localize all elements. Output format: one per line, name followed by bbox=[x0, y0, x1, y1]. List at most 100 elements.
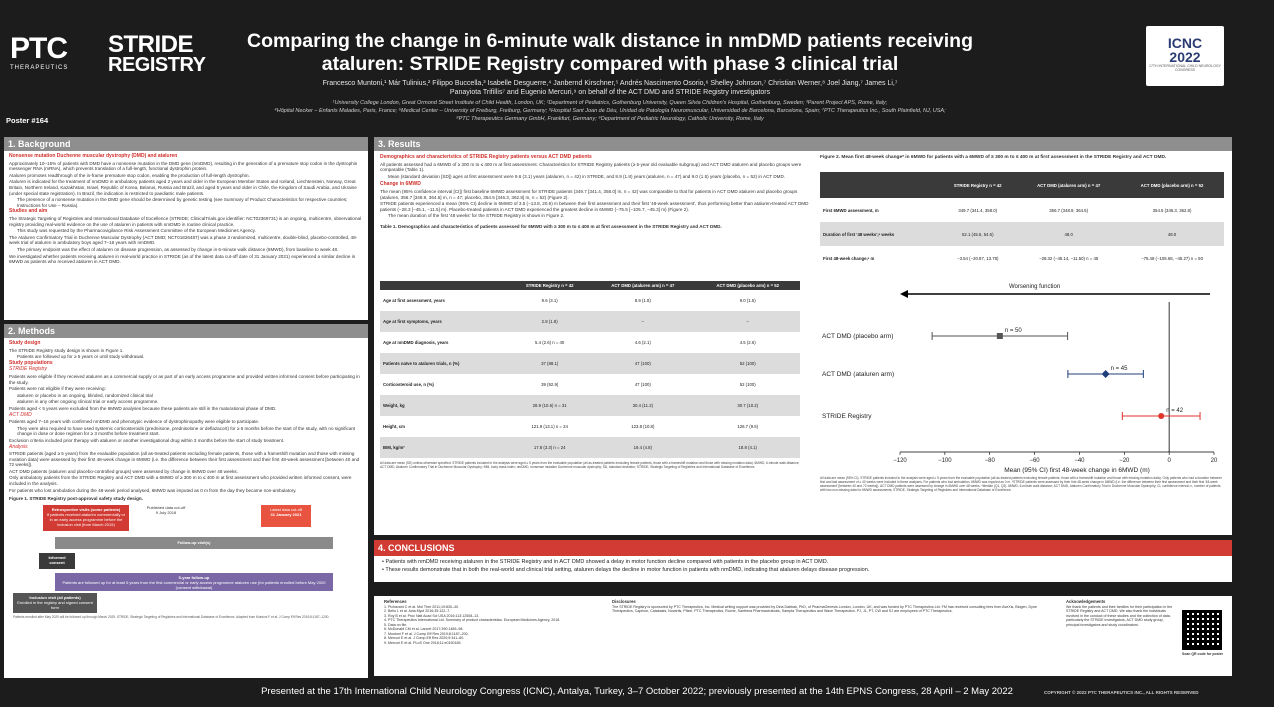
table1-cell: 47 (100) bbox=[590, 353, 696, 374]
copyright: COPYRIGHT © 2022 PTC THERAPEUTICS INC., … bbox=[1044, 690, 1199, 695]
table1-body: Age at first assessment, years 9.6 (3.1) 8… bbox=[380, 290, 800, 458]
results-text: Demographics and characteristics of STRI… bbox=[380, 154, 810, 231]
table2-cell: −3.54 (−20.87, 13.78) bbox=[957, 255, 999, 261]
background-sub1: Nonsense mutation Duchenne muscular dyst… bbox=[9, 153, 178, 159]
table1-row: Patients naïve to ataluren trials, n (%)… bbox=[380, 353, 800, 374]
series-label: ACT DMD (placebo arm) bbox=[822, 333, 893, 340]
table1-row: Height, cm 121.9 (13.1) n = 24 123.8 (10.8… bbox=[380, 416, 800, 437]
fig1-followup-label: Follow-up visit(s) bbox=[177, 539, 211, 545]
fig1-5year-bar: 5-year follow-up Patients are followed u… bbox=[55, 572, 333, 591]
methods-sub2d: Analysis bbox=[9, 443, 28, 450]
results-body: Demographics and characteristics of STRI… bbox=[374, 151, 1232, 535]
stride-logo: STRIDE REGISTRY bbox=[108, 33, 206, 76]
ptc-logo-word: PTC bbox=[10, 32, 68, 65]
table1-row: Age at nmDMD diagnosis, years 5.4 (2.6) n… bbox=[380, 332, 800, 353]
fig1-latest-label: Latest data cut-off bbox=[270, 506, 302, 512]
methods-m3: Patients were not eligible if they were … bbox=[9, 386, 106, 392]
table2-row: First 6MWD assessment, m 349.7 (341.4, 35… bbox=[820, 198, 1224, 222]
table1-cell: Age at first symptoms, years bbox=[380, 311, 510, 332]
table2-header-cell: ACT DMD (ataluren arm) n = 47 bbox=[1017, 172, 1121, 198]
background-body: Nonsense mutation Duchenne muscular dyst… bbox=[4, 151, 368, 320]
table2-cell: −28.32 (−45.14, −11.50) n = 45 bbox=[1039, 255, 1099, 261]
conclusion-1: • Patients with nmDMD receiving ataluren… bbox=[382, 559, 829, 565]
table2-header-cell bbox=[820, 172, 939, 198]
ack-col: Acknowledgements We thank the patients a… bbox=[1066, 599, 1174, 627]
table1-cell: 4.6 (2.1) bbox=[634, 340, 651, 345]
table2-row: First 48-week change,ᵃ m −3.54 (−20.87, 1… bbox=[820, 246, 1224, 270]
methods-m7: STRIDE patients (aged ≥ 5 years) from th… bbox=[9, 451, 360, 468]
table1-cell: 39 (92.9) bbox=[541, 382, 559, 387]
table1-note: All data are mean (SD) unless otherwise … bbox=[380, 461, 800, 469]
affil-line2: ⁴Hôpital Necker – Enfants Malades, Paris… bbox=[274, 108, 946, 114]
forest-plot: Worsening function −120 −100 −80 −60 −40 −20 0 2… bbox=[822, 284, 1218, 474]
figure-2: Figure 2. Mean first 48-week change* in … bbox=[820, 155, 1224, 492]
background-sub2: Studies and aim bbox=[9, 208, 48, 215]
background-b3: Ataluren is indicated for the treatment … bbox=[9, 179, 357, 196]
fig2-notes: All data are mean (95% CI). STRIDE patie… bbox=[820, 476, 1223, 492]
mean-marker bbox=[1158, 413, 1165, 419]
footer-text: Presented at the 17th International Chil… bbox=[261, 686, 1013, 697]
methods-m1a: Patients are followed up for ≥ 5 years o… bbox=[17, 354, 145, 360]
background-b2: Ataluren promotes readthrough of the in-… bbox=[9, 172, 250, 178]
methods-m4: Patients aged < 5 years were excluded fr… bbox=[9, 405, 277, 411]
fig1-retro-title: Retrospective visits (some patients) bbox=[51, 506, 121, 512]
qr-block[interactable]: Scan QR code for poster bbox=[1182, 610, 1226, 657]
background-b1: Approximately 10–15% of patients with DM… bbox=[9, 160, 358, 172]
methods-m1: The STRIDE Registry study design is show… bbox=[9, 347, 124, 353]
background-section: 1. Background Nonsense mutation Duchenne… bbox=[4, 137, 368, 320]
table2-cell: 52.1 (45.5, 54.6) bbox=[938, 222, 1018, 246]
table1-cell: 19.4 (4.8) bbox=[590, 437, 696, 458]
x-tick-label: 20 bbox=[1211, 458, 1218, 464]
qr-code-icon[interactable] bbox=[1182, 610, 1222, 650]
methods-sub2c: ACT DMD bbox=[9, 411, 32, 418]
x-axis-label: Mean (95% CI) first 48-week change in 6M… bbox=[1004, 467, 1150, 474]
references-section: References 1. Pichavant C et al. Mol The… bbox=[374, 596, 1232, 676]
background-b5: The Ataluren Confirmatory Trial in Duche… bbox=[9, 234, 358, 246]
table2-cell: First 6MWD assessment, m bbox=[823, 207, 879, 213]
fig1-note: Patients enrolled after May 2020 will be… bbox=[13, 614, 330, 619]
table1-row: Weight, kg 28.9 (10.6) n = 31 30.4 (11.2) 3… bbox=[380, 395, 800, 416]
table1-header-cell: STRIDE Registry n = 42 bbox=[509, 281, 591, 290]
results-sub2: Change in 6MWD bbox=[380, 181, 421, 188]
table2-cell: 356.7 (348.9, 364.5) bbox=[1049, 207, 1088, 213]
disclosures-col: Disclosures The STRIDE Registry is spons… bbox=[612, 599, 1052, 614]
worsening-arrow-head bbox=[900, 290, 908, 298]
table1-cell: – bbox=[695, 311, 800, 332]
results-r1a: Mean (standard deviation [SD]) ages at f… bbox=[388, 173, 786, 179]
icnc-logo: ICNC 2022 17TH INTERNATIONAL CHILD NEURO… bbox=[1146, 26, 1224, 86]
methods-m3b: ataluren in any other ongoing clinical t… bbox=[17, 399, 159, 405]
table1-row: BMI, kg/m² 17.8 (3.3) n = 24 19.4 (4.8) 18.… bbox=[380, 437, 800, 458]
fig1-5year-label: 5-year follow-up bbox=[178, 574, 210, 580]
icnc-logo-name: ICNC bbox=[1167, 35, 1203, 51]
conclusions-heading: 4. CONCLUSIONS bbox=[374, 540, 1232, 556]
methods-heading: 2. Methods bbox=[4, 324, 368, 338]
reference-item: 5. Data on file. bbox=[384, 622, 408, 627]
references-list: 1. Pichavant C et al. Mol Ther 2011;19:8… bbox=[384, 605, 599, 646]
mean-marker bbox=[996, 333, 1003, 339]
series-label: STRIDE Registry bbox=[822, 413, 872, 420]
reference-item: 6. McDonald CM et al. Lancet 2017;390:14… bbox=[384, 627, 464, 631]
table1-cell: 5.4 (2.6) n = 40 bbox=[535, 340, 565, 345]
table1-cell: 123.8 (10.8) bbox=[631, 424, 655, 429]
table1-header-row: STRIDE Registry n = 42 ACT DMD (ataluren … bbox=[380, 281, 800, 290]
reference-item: 7. Muntoni F et al. J Comp Eff Res 2019;… bbox=[384, 631, 469, 636]
references-col: References 1. Pichavant C et al. Mol The… bbox=[384, 599, 599, 646]
disclosures-text: The STRIDE Registry is sponsored by PTC … bbox=[612, 604, 1037, 614]
table1-grid: STRIDE Registry n = 42 ACT DMD (ataluren … bbox=[380, 281, 800, 458]
table2-header-row: STRIDE Registry n = 42 ACT DMD (ataluren … bbox=[820, 172, 1224, 198]
table1-cell: 47 (100) bbox=[634, 382, 651, 387]
table1-cell: 8.9 (1.8) bbox=[634, 298, 651, 303]
table1-cell: 126.7 (9.5) bbox=[737, 424, 759, 429]
background-b5a: The primary endpoint was the effect of a… bbox=[17, 246, 339, 252]
qr-label: Scan QR code for poster bbox=[1182, 652, 1224, 656]
table2-cell: 349.7 (341.4, 358.0) bbox=[958, 207, 998, 213]
x-tick-label: −80 bbox=[985, 458, 996, 464]
table1-cell: 9.6 (3.1) bbox=[541, 298, 558, 303]
table1-cell: Height, cm bbox=[383, 424, 405, 429]
results-heading: 3. Results bbox=[374, 137, 1232, 151]
table1-cell: – bbox=[590, 311, 696, 332]
table2-cell: First 48-week change,ᵃ m bbox=[823, 255, 875, 261]
ack-heading: Acknowledgements bbox=[1066, 599, 1106, 604]
title-line1: Comparing the change in 6-minute walk di… bbox=[247, 30, 973, 52]
icnc-logo-year: 2022 bbox=[1169, 49, 1201, 65]
